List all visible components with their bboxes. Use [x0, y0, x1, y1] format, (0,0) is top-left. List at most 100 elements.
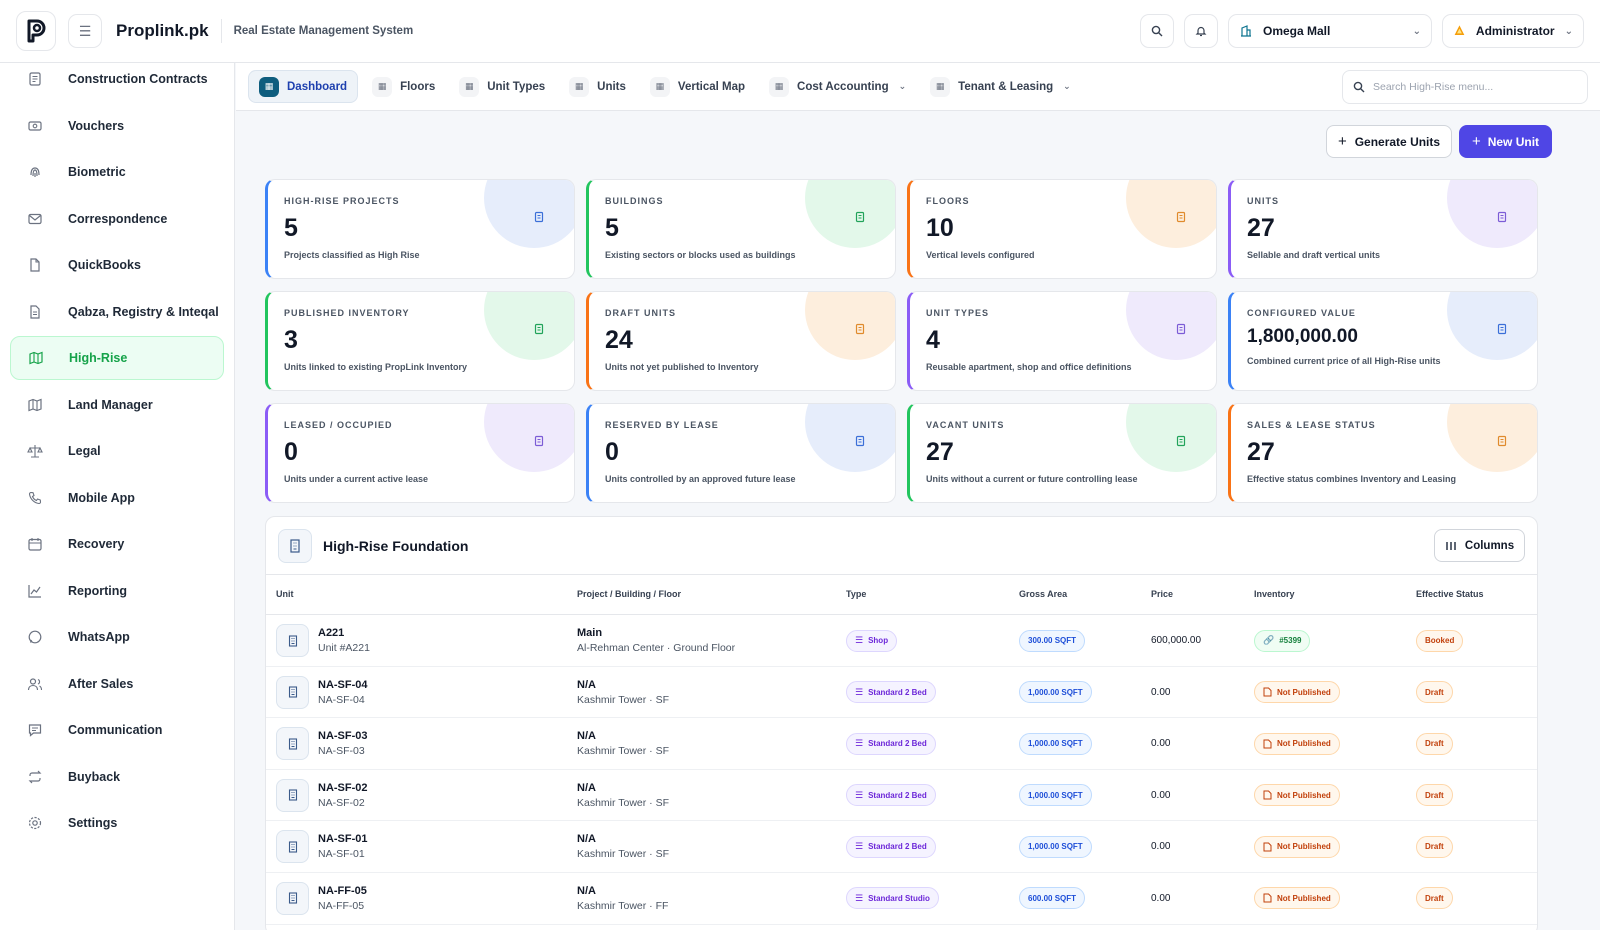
app-subtitle: Real Estate Management System	[233, 25, 414, 37]
stat-label: BUILDINGS	[605, 196, 664, 206]
tab-floors[interactable]: ▦ Floors	[362, 70, 445, 103]
column-header[interactable]: Inventory	[1254, 589, 1295, 599]
unit-code[interactable]: NA-SF-01	[318, 833, 368, 846]
sidebar-item-correspondence[interactable]: Correspondence	[10, 197, 224, 241]
list-icon: ☰	[855, 789, 864, 800]
unit-code[interactable]: A221	[318, 627, 345, 639]
inventory-badge: Not Published	[1254, 835, 1340, 858]
sidebar-item-biometric[interactable]: Biometric	[10, 150, 224, 194]
tab-unit-types[interactable]: ▦ Unit Types	[449, 70, 555, 103]
document-icon	[24, 301, 46, 323]
stat-value: 27	[1247, 438, 1275, 466]
mail-icon	[24, 208, 46, 230]
unit-code[interactable]: NA-FF-05	[318, 884, 367, 897]
column-header[interactable]: Price	[1151, 589, 1174, 599]
sidebar-item-quickbooks[interactable]: QuickBooks	[10, 243, 224, 287]
sidebar-item-reporting[interactable]: Reporting	[10, 569, 224, 613]
inventory-label: Not Published	[1277, 687, 1331, 697]
sidebar-item-vouchers[interactable]: Vouchers	[10, 104, 224, 148]
stat-value: 0	[284, 438, 298, 466]
column-header[interactable]: Gross Area	[1019, 589, 1068, 599]
column-header[interactable]: Type	[846, 589, 867, 599]
tab-tenant-leasing[interactable]: ▦ Tenant & Leasing ⌄	[920, 70, 1081, 103]
notifications-button[interactable]	[1184, 14, 1218, 48]
price: 0.00	[1151, 738, 1171, 750]
table-row[interactable]: NA-SF-02 NA-SF-02 N/A Kashmir Tower · SF ☰ St…	[266, 770, 1537, 822]
column-header[interactable]: Effective Status	[1416, 589, 1484, 599]
unit-subtitle: NA-SF-04	[318, 693, 365, 706]
sidebar-item-settings[interactable]: Settings	[10, 801, 224, 845]
tab-label: Dashboard	[287, 80, 348, 93]
file-icon	[24, 254, 46, 276]
map-icon: ▦	[649, 76, 670, 97]
column-header[interactable]: Unit	[276, 589, 294, 599]
menu-search-input[interactable]: Search High-Rise menu...	[1373, 81, 1494, 93]
column-header[interactable]: Project / Building / Floor	[577, 589, 682, 599]
area-badge: 1,000.00 SQFT	[1019, 681, 1092, 704]
stat-card-leased-occupied: LEASED / OCCUPIED 0 Units under a current …	[265, 403, 575, 503]
tab-vertical-map[interactable]: ▦ Vertical Map	[640, 70, 755, 103]
stat-description: Units under a current active lease	[284, 474, 429, 484]
table-row[interactable]: NA-FF-05 NA-FF-05 N/A Kashmir Tower · FF ☰ St…	[266, 873, 1537, 925]
calendar-icon	[24, 533, 46, 555]
new-unit-button[interactable]: + New Unit	[1459, 125, 1552, 158]
status-badge: Draft	[1416, 732, 1453, 755]
inventory-badge: Not Published	[1254, 784, 1340, 807]
price: 600,000.00	[1151, 635, 1202, 646]
status-badge: Draft	[1416, 681, 1453, 704]
price: 0.00	[1151, 841, 1171, 853]
sidebar-item-after-sales[interactable]: After Sales	[10, 662, 224, 706]
sidebar-item-mobile-app[interactable]: Mobile App	[10, 476, 224, 520]
columns-button[interactable]: Columns	[1434, 529, 1525, 562]
search-icon	[1151, 25, 1163, 37]
project-selector[interactable]: Omega Mall ⌄	[1228, 14, 1432, 48]
tab-dashboard[interactable]: ▦ Dashboard	[248, 70, 359, 103]
project-selector-value: Omega Mall	[1263, 24, 1331, 38]
user-name: Administrator	[1475, 24, 1555, 38]
sidebar-item-recovery[interactable]: Recovery	[10, 522, 224, 566]
sidebar-item-qabza-registry-inteqal[interactable]: Qabza, Registry & Inteqal	[10, 290, 224, 334]
table-body: A221 Unit #A221 Main Al-Rehman Center · Gro…	[266, 615, 1537, 925]
file-icon	[1263, 687, 1272, 697]
unit-code[interactable]: NA-SF-04	[318, 678, 368, 691]
new-unit-label: New Unit	[1487, 134, 1540, 149]
stat-icon	[532, 322, 546, 336]
inventory-badge[interactable]: 🔗 #5399	[1254, 629, 1311, 652]
app-logo[interactable]	[16, 11, 56, 51]
project-name: Main	[577, 627, 603, 639]
stat-value: 5	[605, 214, 619, 242]
map-icon	[25, 347, 47, 369]
tab-cost-accounting[interactable]: ▦ Cost Accounting ⌄	[759, 70, 916, 103]
sidebar-item-construction-contracts[interactable]: Construction Contracts	[10, 63, 224, 101]
price: 0.00	[1151, 892, 1171, 904]
generate-units-button[interactable]: + Generate Units	[1326, 125, 1452, 158]
user-menu[interactable]: Administrator ⌄	[1442, 14, 1584, 48]
sidebar-item-whatsapp[interactable]: WhatsApp	[10, 615, 224, 659]
sidebar-item-label: Settings	[68, 816, 118, 830]
project-name: N/A	[577, 730, 596, 743]
sidebar-item-land-manager[interactable]: Land Manager	[10, 383, 224, 427]
menu-toggle-button[interactable]: ☰	[68, 14, 102, 48]
table-title: High-Rise Foundation	[323, 537, 469, 554]
chart-icon: ▦	[259, 76, 279, 97]
unit-code[interactable]: NA-SF-03	[318, 730, 368, 743]
sidebar-item-communication[interactable]: Communication	[10, 708, 224, 752]
tab-units[interactable]: ▦ Units	[559, 70, 636, 103]
unit-code[interactable]: NA-SF-02	[318, 781, 368, 794]
inventory-badge: Not Published	[1254, 732, 1340, 755]
project-name: N/A	[577, 833, 596, 846]
area-badge: 600.00 SQFT	[1019, 887, 1086, 910]
list-icon: ☰	[855, 738, 864, 749]
table-row[interactable]: NA-SF-04 NA-SF-04 N/A Kashmir Tower · SF ☰ St…	[266, 667, 1537, 719]
unit-subtitle: Unit #A221	[318, 642, 370, 654]
search-button[interactable]	[1140, 14, 1174, 48]
table-row[interactable]: A221 Unit #A221 Main Al-Rehman Center · Gro…	[266, 615, 1537, 667]
menu-search[interactable]: Search High-Rise menu...	[1342, 70, 1588, 104]
area-badge: 300.00 SQFT	[1019, 629, 1086, 652]
sidebar-item-high-rise[interactable]: High-Rise	[10, 336, 224, 380]
price: 0.00	[1151, 789, 1171, 801]
sidebar-item-buyback[interactable]: Buyback	[10, 755, 224, 799]
table-row[interactable]: NA-SF-01 NA-SF-01 N/A Kashmir Tower · SF ☰ St…	[266, 821, 1537, 873]
table-row[interactable]: NA-SF-03 NA-SF-03 N/A Kashmir Tower · SF ☰ St…	[266, 718, 1537, 770]
sidebar-item-legal[interactable]: Legal	[10, 429, 224, 473]
